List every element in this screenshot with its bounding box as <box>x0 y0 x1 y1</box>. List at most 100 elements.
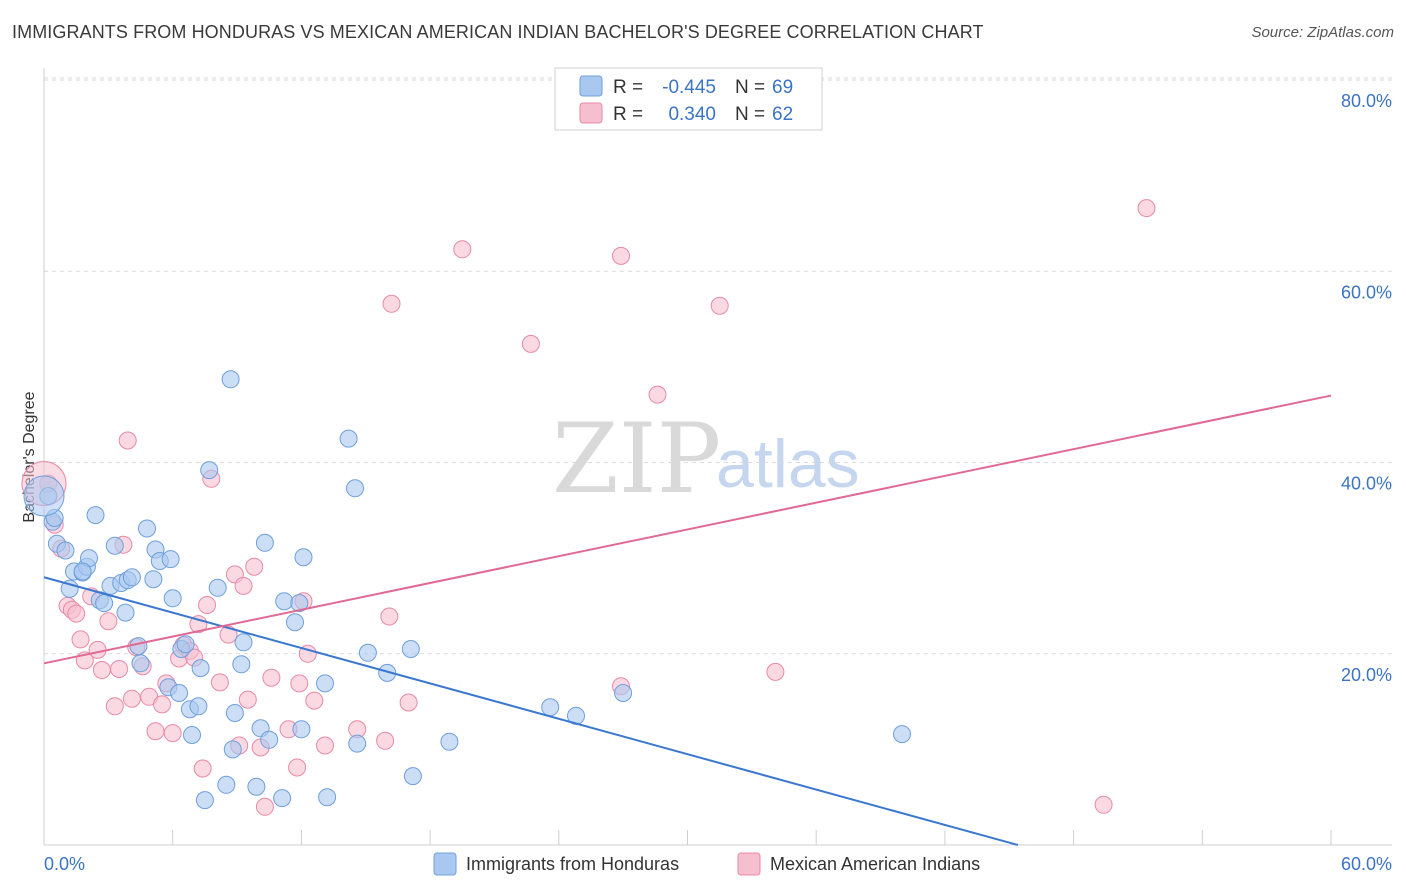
data-point-mexican-american-indians <box>92 661 111 679</box>
data-point-honduras <box>138 519 156 538</box>
data-point-honduras <box>255 533 274 552</box>
data-point-mexican-american-indians <box>245 557 264 576</box>
data-point-mexican-american-indians <box>146 722 165 741</box>
data-point-honduras <box>346 479 364 498</box>
data-point-honduras <box>170 684 189 702</box>
data-point-honduras-large <box>23 475 65 517</box>
data-point-honduras <box>176 635 195 654</box>
data-point-honduras <box>440 732 459 751</box>
y-tick-labels: 20.0% 40.0% 60.0% 80.0% <box>1341 91 1392 685</box>
data-point-honduras <box>208 578 227 597</box>
data-point-mexican-american-indians <box>163 724 182 743</box>
data-point-mexican-american-indians <box>766 662 785 681</box>
data-point-mexican-american-indians <box>67 604 86 623</box>
legend-n-value-1: 69 <box>772 77 793 98</box>
data-point-honduras <box>116 603 135 622</box>
data-point-mexican-american-indians <box>290 674 309 693</box>
data-point-honduras <box>105 536 124 555</box>
data-point-honduras <box>318 788 337 807</box>
data-point-mexican-american-indians <box>238 690 257 709</box>
data-point-honduras <box>614 684 633 702</box>
source-attribution: Source: ZipAtlas.com <box>1251 24 1394 41</box>
data-point-honduras <box>191 659 210 678</box>
legend-r-label-1: R = <box>613 77 643 98</box>
data-point-mexican-american-indians <box>399 693 418 712</box>
legend-r-label-2: R = <box>613 104 643 125</box>
trendline-mexican-american-indians <box>43 394 1332 665</box>
series-immigrants-from-honduras <box>23 370 911 810</box>
data-point-honduras <box>95 594 114 613</box>
data-point-honduras <box>290 594 309 613</box>
data-point-mexican-american-indians <box>210 673 229 692</box>
legend-n-value-2: 62 <box>772 104 793 125</box>
data-point-honduras <box>260 730 279 749</box>
data-point-mexican-american-indians <box>122 689 141 708</box>
data-point-mexican-american-indians <box>1137 199 1156 218</box>
data-point-mexican-american-indians <box>288 758 307 777</box>
data-point-mexican-american-indians <box>234 576 253 595</box>
data-point-mexican-american-indians <box>305 691 324 710</box>
data-point-honduras <box>189 697 208 716</box>
watermark-zip: ZIP <box>552 403 721 515</box>
data-point-honduras <box>358 643 377 662</box>
data-point-mexican-american-indians <box>153 695 171 714</box>
data-point-honduras <box>401 640 420 658</box>
data-point-honduras <box>541 698 560 717</box>
data-point-mexican-american-indians <box>198 596 216 614</box>
y-tick-label: 80.0% <box>1341 91 1392 111</box>
data-point-honduras <box>161 550 180 569</box>
data-point-honduras <box>403 767 422 786</box>
data-point-honduras <box>273 789 292 808</box>
axes <box>43 68 1392 846</box>
data-point-mexican-american-indians <box>110 660 129 678</box>
legend-swatch-blue <box>579 75 603 97</box>
data-point-honduras <box>86 506 105 525</box>
data-point-honduras <box>292 720 311 739</box>
x-tick-label-max: 60.0% <box>1341 854 1392 874</box>
correlation-legend: R = -0.445 N = 69 R = 0.340 N = 62 <box>554 67 823 131</box>
x-tick-label-min: 0.0% <box>44 854 85 874</box>
data-point-mexican-american-indians <box>88 640 107 659</box>
data-point-mexican-american-indians <box>612 246 630 265</box>
data-point-honduras <box>286 613 304 632</box>
data-point-mexican-american-indians <box>648 385 667 404</box>
data-point-honduras <box>144 570 163 589</box>
data-point-honduras <box>129 637 148 656</box>
data-point-mexican-american-indians <box>521 334 540 353</box>
data-point-honduras <box>56 541 75 560</box>
x-ticks <box>43 830 1332 845</box>
data-point-honduras <box>339 429 358 448</box>
data-point-mexican-american-indians <box>380 607 399 626</box>
data-point-mexican-american-indians <box>262 668 281 687</box>
data-point-mexican-american-indians <box>255 797 274 816</box>
data-point-honduras <box>163 589 182 608</box>
data-point-mexican-american-indians <box>118 431 137 450</box>
chart-title: IMMIGRANTS FROM HONDURAS VS MEXICAN AMER… <box>12 22 984 42</box>
data-point-mexican-american-indians <box>193 759 212 778</box>
data-point-mexican-american-indians <box>99 612 118 631</box>
trendline-honduras <box>43 576 1019 846</box>
legend-swatch-pink <box>579 102 603 124</box>
data-point-honduras <box>234 633 253 652</box>
data-point-mexican-american-indians <box>382 294 401 313</box>
data-point-honduras <box>893 725 911 744</box>
data-point-mexican-american-indians <box>453 240 472 259</box>
bottom-legend-label-2: Mexican American Indians <box>770 854 980 874</box>
data-point-mexican-american-indians <box>376 731 395 750</box>
data-point-honduras <box>73 562 92 581</box>
data-point-honduras <box>200 461 219 480</box>
legend-n-label-1: N = <box>735 77 765 98</box>
data-point-mexican-american-indians <box>710 296 729 315</box>
bottom-legend-swatch-blue <box>433 852 457 876</box>
bottom-legend-swatch-pink <box>737 852 761 876</box>
data-point-mexican-american-indians <box>316 736 334 755</box>
data-point-honduras <box>195 791 214 810</box>
data-point-honduras <box>122 568 141 587</box>
data-point-honduras <box>378 663 397 682</box>
data-point-honduras <box>247 777 266 796</box>
data-point-honduras <box>275 592 294 611</box>
legend-r-value-1: -0.445 <box>662 77 716 98</box>
data-point-mexican-american-indians <box>1094 795 1113 814</box>
data-point-mexican-american-indians <box>71 630 90 649</box>
